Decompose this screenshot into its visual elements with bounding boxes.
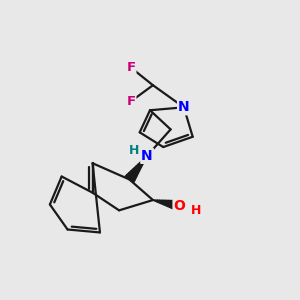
Polygon shape: [134, 166, 140, 172]
Polygon shape: [166, 200, 169, 206]
Text: N: N: [178, 100, 190, 114]
Polygon shape: [161, 200, 164, 205]
Text: H: H: [190, 204, 201, 217]
Text: F: F: [126, 95, 135, 108]
Polygon shape: [159, 200, 162, 204]
Text: O: O: [173, 199, 185, 213]
Polygon shape: [168, 200, 171, 207]
Text: N: N: [141, 149, 153, 163]
Polygon shape: [125, 175, 135, 183]
Polygon shape: [176, 201, 181, 211]
Polygon shape: [174, 201, 178, 210]
Text: F: F: [126, 61, 135, 74]
Polygon shape: [145, 156, 147, 158]
Polygon shape: [140, 161, 144, 165]
Polygon shape: [136, 164, 142, 169]
Polygon shape: [142, 159, 145, 163]
Polygon shape: [170, 200, 174, 208]
Polygon shape: [127, 173, 136, 180]
Polygon shape: [130, 169, 138, 176]
Polygon shape: [172, 201, 176, 209]
Polygon shape: [157, 200, 160, 203]
Polygon shape: [129, 171, 137, 178]
Polygon shape: [164, 200, 167, 206]
Polygon shape: [138, 163, 142, 167]
Polygon shape: [153, 200, 155, 201]
Polygon shape: [143, 158, 146, 160]
Text: H: H: [129, 144, 139, 157]
Polygon shape: [133, 168, 139, 174]
Polygon shape: [155, 200, 158, 202]
